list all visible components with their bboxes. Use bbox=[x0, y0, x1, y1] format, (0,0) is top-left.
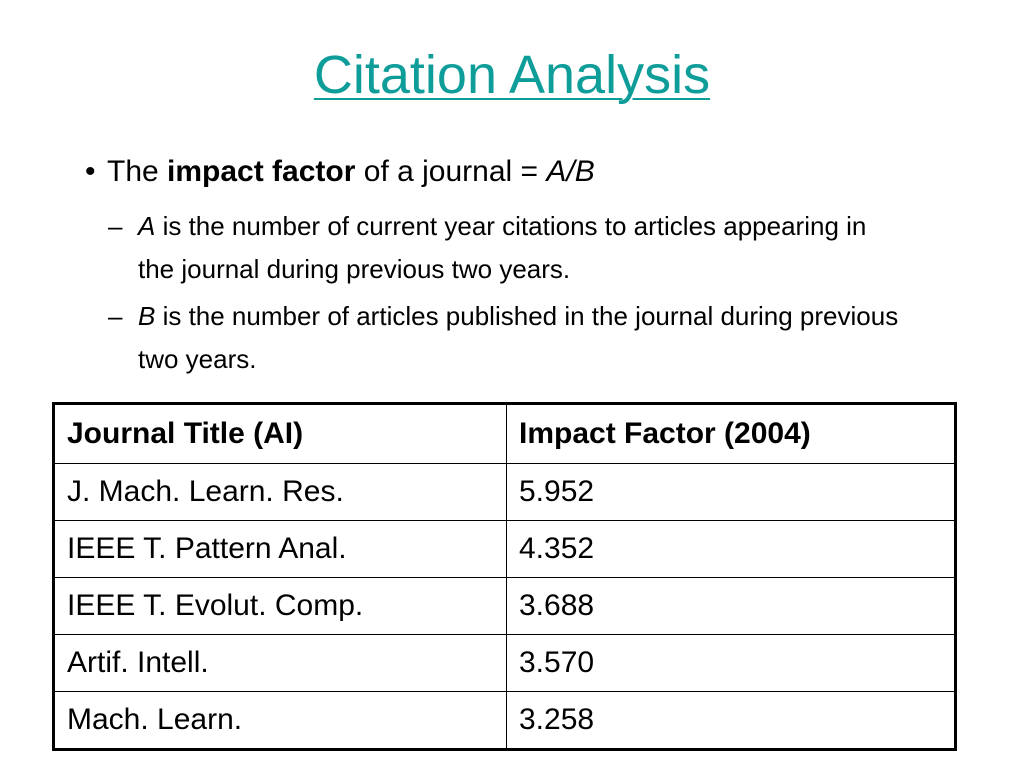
page-title: Citation Analysis bbox=[313, 45, 711, 105]
journal-title-cell: Artif. Intell. bbox=[53, 634, 507, 692]
sub-item-variable: A bbox=[138, 211, 156, 241]
sub-item-description: is the number of current year citations … bbox=[138, 211, 867, 284]
column-header-impact-factor: Impact Factor (2004) bbox=[506, 403, 956, 464]
dash-icon: – bbox=[108, 211, 123, 241]
journal-title-cell: IEEE T. Evolut. Comp. bbox=[53, 577, 507, 635]
table-header-row: Journal Title (AI) Impact Factor (2004) bbox=[53, 403, 956, 464]
sub-item-text: A is the number of current year citation… bbox=[138, 205, 908, 291]
table-row: Mach. Learn. 3.258 bbox=[53, 691, 956, 750]
impact-factor-cell: 5.952 bbox=[506, 463, 956, 521]
impact-factor-cell: 3.688 bbox=[506, 577, 956, 635]
impact-factor-cell: 4.352 bbox=[506, 520, 956, 578]
bullet-dot-icon: • bbox=[85, 155, 96, 188]
impact-factor-table: Journal Title (AI) Impact Factor (2004) … bbox=[52, 402, 957, 751]
journal-title-cell: J. Mach. Learn. Res. bbox=[53, 463, 507, 521]
sub-item-b: – B is the number of articles published … bbox=[108, 295, 908, 381]
sub-item-description: is the number of articles published in t… bbox=[138, 301, 899, 374]
column-header-journal: Journal Title (AI) bbox=[53, 403, 507, 464]
table-row: J. Mach. Learn. Res. 5.952 bbox=[53, 463, 956, 521]
bullet-middle: of a journal = bbox=[355, 155, 547, 188]
bullet-formula: A/B bbox=[546, 155, 595, 188]
journal-title-cell: Mach. Learn. bbox=[53, 691, 507, 750]
journal-title-cell: IEEE T. Pattern Anal. bbox=[53, 520, 507, 578]
table-row: Artif. Intell. 3.570 bbox=[53, 634, 956, 692]
table-row: IEEE T. Evolut. Comp. 3.688 bbox=[53, 577, 956, 635]
impact-factor-cell: 3.258 bbox=[506, 691, 956, 750]
sub-item-variable: B bbox=[138, 301, 156, 331]
bullet-prefix: The bbox=[107, 155, 168, 188]
impact-factor-cell: 3.570 bbox=[506, 634, 956, 692]
table-row: IEEE T. Pattern Anal. 4.352 bbox=[53, 520, 956, 578]
sub-item-text: B is the number of articles published in… bbox=[138, 295, 908, 381]
bullet-bold-term: impact factor bbox=[167, 155, 356, 188]
dash-icon: – bbox=[108, 301, 123, 331]
sub-item-a: – A is the number of current year citati… bbox=[108, 205, 908, 291]
bullet-impact-factor: • The impact factor of a journal = A/B bbox=[85, 152, 595, 192]
